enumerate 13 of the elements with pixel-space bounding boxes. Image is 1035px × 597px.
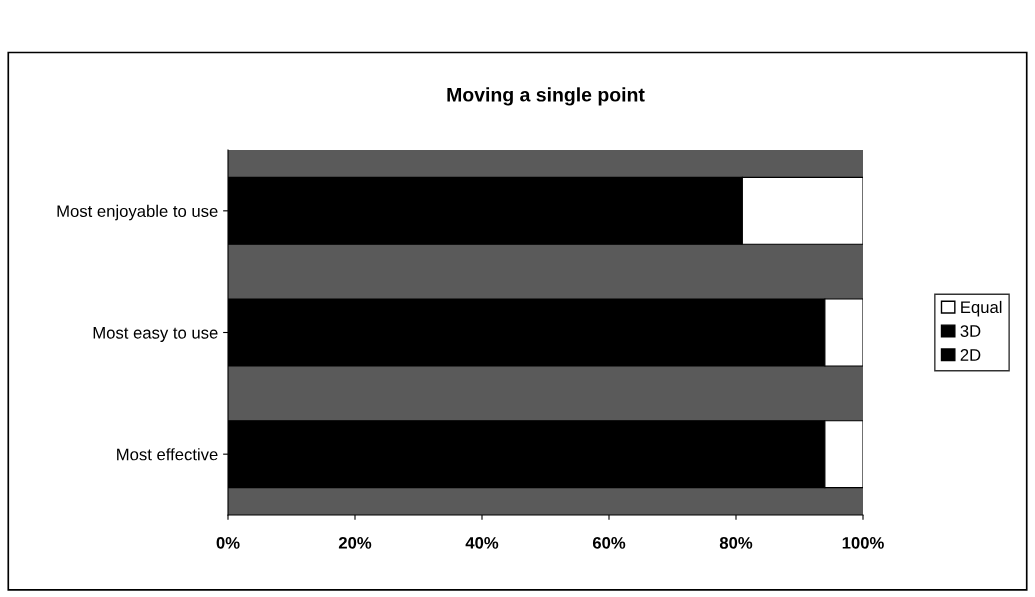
y-tick-label: Most effective [117, 448, 218, 461]
legend-label: 3D [960, 325, 981, 337]
x-tick-label: 0% [216, 536, 240, 549]
x-tick-label: 40% [465, 536, 499, 549]
legend-label: Equal [961, 300, 1002, 317]
legend-label: 2D [960, 349, 981, 361]
x-tick-label: 20% [338, 536, 372, 549]
x-tick-label: 80% [719, 536, 753, 549]
x-tick-label: 100% [842, 536, 884, 549]
y-tick-label: Most easy to use [93, 327, 218, 342]
x-tick-label: 60% [592, 536, 626, 549]
chart-title: Moving a single point [447, 87, 645, 106]
y-tick-label: Most enjoyable to use [57, 204, 218, 221]
